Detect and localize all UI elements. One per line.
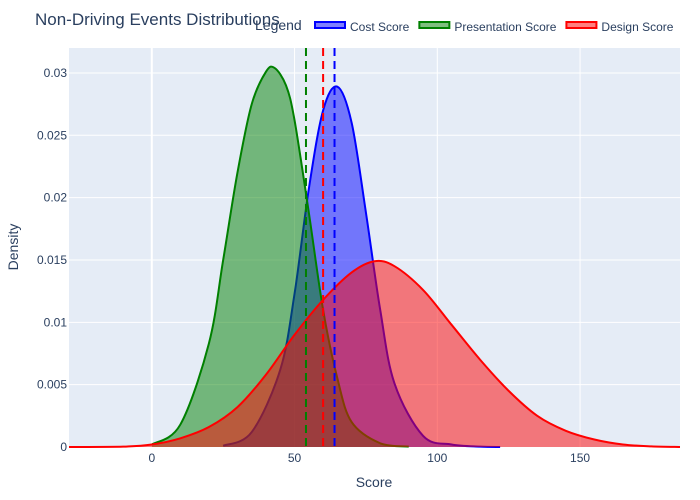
y-tick-label: 0.01 — [44, 315, 68, 329]
y-tick-label: 0.005 — [37, 378, 67, 392]
legend[interactable]: Legend Cost Score Presentation Score Desig… — [255, 17, 674, 34]
y-tick-label: 0.03 — [44, 66, 68, 80]
y-tick-label: 0.015 — [37, 253, 67, 267]
legend-label: Cost Score — [350, 20, 410, 34]
legend-item-design-score[interactable]: Design Score — [565, 20, 674, 34]
legend-item-cost-score[interactable]: Cost Score — [314, 20, 410, 34]
legend-title: Legend — [255, 17, 302, 33]
mean-lines — [304, 48, 336, 447]
design-score-area[interactable] — [69, 260, 680, 447]
x-tick-label: 100 — [427, 451, 447, 465]
y-tick-label: 0.025 — [37, 128, 67, 142]
y-axis-title: Density — [5, 224, 21, 271]
chart-title: Non-Driving Events Distributions — [35, 10, 280, 29]
legend-label: Design Score — [601, 20, 673, 34]
legend-swatch — [418, 21, 451, 29]
design-score-line[interactable] — [68, 259, 681, 448]
y-tick-label: 0 — [60, 440, 67, 454]
x-tick-label: 150 — [570, 451, 590, 465]
legend-swatch — [565, 21, 598, 29]
presentation-score-area[interactable] — [151, 66, 409, 448]
y-tick-label: 0.02 — [44, 191, 68, 205]
tick-labels: 0 0.005 0.01 0.015 0.02 0.025 0.03 0 50 100 150 — [37, 66, 590, 465]
x-tick-label: 50 — [288, 451, 302, 465]
legend-item-presentation-score[interactable]: Presentation Score — [418, 20, 557, 34]
x-axis-title: Score — [356, 474, 393, 490]
series-areas — [68, 65, 681, 448]
legend-swatch — [314, 21, 346, 29]
legend-label: Presentation Score — [454, 20, 556, 34]
x-tick-label: 0 — [148, 451, 155, 465]
